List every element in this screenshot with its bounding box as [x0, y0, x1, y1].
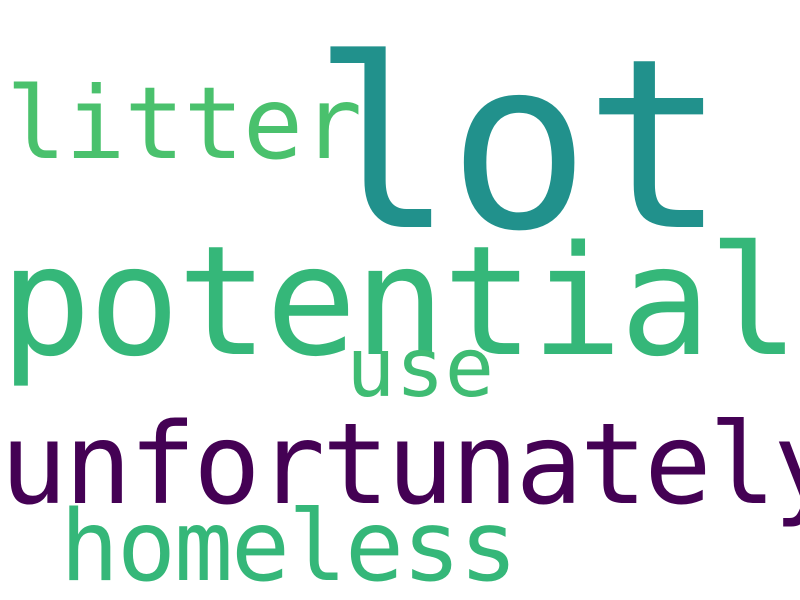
word-litter: litter — [6, 65, 362, 182]
word-unfortunately: unfortunately — [0, 400, 800, 530]
word-potential: potential — [0, 213, 800, 390]
word-lot: lot — [312, 8, 726, 283]
word-homeless: homeless — [60, 490, 518, 600]
word-use: use — [346, 321, 495, 416]
